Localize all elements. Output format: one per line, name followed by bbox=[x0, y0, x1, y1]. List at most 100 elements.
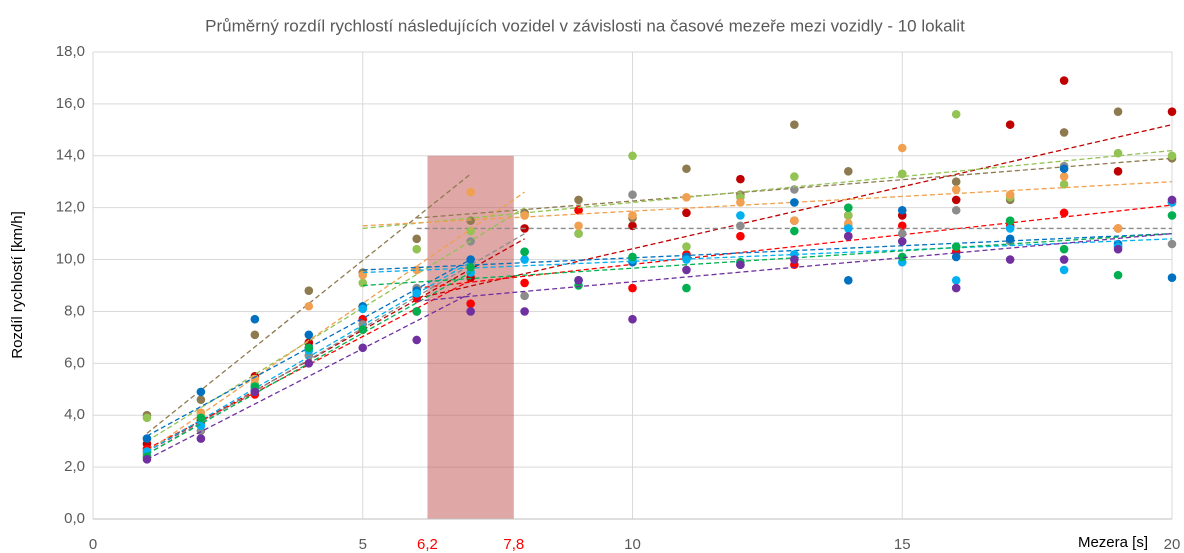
point bbox=[250, 330, 260, 340]
point bbox=[790, 255, 799, 264]
point bbox=[1167, 151, 1177, 161]
y-tick-label: 6,0 bbox=[64, 354, 85, 371]
point bbox=[1167, 107, 1177, 116]
trend-line bbox=[416, 204, 1173, 289]
point bbox=[1005, 224, 1015, 233]
point bbox=[466, 263, 475, 272]
x-axis-label: Mezera [s] bbox=[1078, 534, 1148, 551]
point bbox=[1113, 167, 1123, 176]
x-tick-label: 15 bbox=[894, 536, 911, 553]
point bbox=[358, 304, 368, 314]
point bbox=[682, 192, 691, 202]
y-tick-label: 2,0 bbox=[64, 458, 85, 475]
point bbox=[844, 224, 853, 233]
trend-line bbox=[362, 232, 1173, 287]
point bbox=[628, 283, 637, 293]
point bbox=[1113, 224, 1123, 233]
point bbox=[844, 211, 853, 220]
trend-line bbox=[146, 238, 525, 453]
point bbox=[520, 291, 529, 301]
point bbox=[1059, 128, 1069, 137]
point bbox=[628, 151, 637, 161]
point bbox=[304, 330, 314, 340]
trend-line bbox=[146, 173, 472, 434]
trend-line bbox=[146, 207, 525, 442]
point bbox=[1167, 211, 1177, 220]
point bbox=[520, 247, 529, 257]
point bbox=[304, 286, 314, 295]
point bbox=[790, 120, 799, 129]
point bbox=[790, 198, 799, 207]
point bbox=[951, 252, 961, 262]
point bbox=[951, 276, 961, 285]
point bbox=[1167, 239, 1177, 249]
point bbox=[196, 387, 206, 397]
point bbox=[358, 325, 368, 334]
point bbox=[951, 205, 961, 215]
y-tick-label: 14,0 bbox=[56, 147, 85, 164]
y-tick-label: 0,0 bbox=[64, 510, 85, 527]
point bbox=[520, 255, 529, 264]
point bbox=[1113, 270, 1123, 280]
point bbox=[844, 167, 853, 176]
point bbox=[844, 203, 853, 212]
point bbox=[736, 211, 745, 220]
point bbox=[628, 252, 637, 262]
point bbox=[520, 307, 529, 316]
point bbox=[1167, 273, 1177, 283]
point bbox=[682, 283, 691, 293]
point bbox=[358, 343, 368, 353]
point bbox=[466, 299, 475, 308]
point bbox=[1059, 208, 1069, 218]
point bbox=[844, 231, 853, 241]
trend-line bbox=[146, 292, 471, 460]
point bbox=[304, 301, 314, 311]
point bbox=[304, 359, 314, 368]
x-tick-label: 5 bbox=[359, 536, 367, 553]
x-tick-label: 0 bbox=[89, 536, 97, 553]
point bbox=[897, 143, 907, 153]
point bbox=[520, 211, 529, 220]
point bbox=[790, 226, 799, 236]
highlight-label: 7,8 bbox=[503, 536, 524, 553]
trend-line bbox=[362, 181, 1173, 227]
point bbox=[897, 252, 907, 262]
point bbox=[250, 314, 260, 324]
y-tick-label: 4,0 bbox=[64, 406, 85, 423]
trend-line bbox=[146, 191, 525, 453]
highlight-label: 6,2 bbox=[417, 536, 438, 553]
point bbox=[951, 185, 961, 194]
point bbox=[574, 229, 583, 238]
point bbox=[897, 229, 907, 238]
highlight-band bbox=[427, 155, 514, 519]
point bbox=[196, 421, 206, 430]
point bbox=[951, 195, 961, 205]
point bbox=[736, 231, 745, 241]
point bbox=[1005, 234, 1015, 244]
point bbox=[897, 237, 907, 246]
point bbox=[466, 307, 475, 316]
trend-line bbox=[362, 238, 1173, 274]
y-tick-label: 18,0 bbox=[56, 43, 85, 60]
x-tick-label: 10 bbox=[624, 536, 641, 553]
point bbox=[1005, 216, 1015, 225]
point bbox=[790, 216, 799, 225]
point bbox=[1059, 172, 1069, 181]
point bbox=[196, 434, 206, 443]
point bbox=[1059, 76, 1069, 85]
point bbox=[196, 413, 206, 423]
chart-title: Průměrný rozdíl rychlostí následujících … bbox=[205, 16, 965, 35]
point bbox=[736, 221, 745, 231]
point bbox=[412, 234, 422, 244]
point bbox=[574, 221, 583, 231]
point bbox=[466, 226, 475, 236]
point bbox=[1059, 164, 1069, 174]
point bbox=[682, 208, 691, 218]
y-axis-label: Rozdíl rychlostí [km/h] bbox=[9, 211, 26, 359]
trend-line bbox=[416, 124, 1173, 300]
point bbox=[682, 255, 691, 264]
point bbox=[304, 343, 314, 353]
point bbox=[897, 205, 907, 215]
point bbox=[897, 169, 907, 179]
